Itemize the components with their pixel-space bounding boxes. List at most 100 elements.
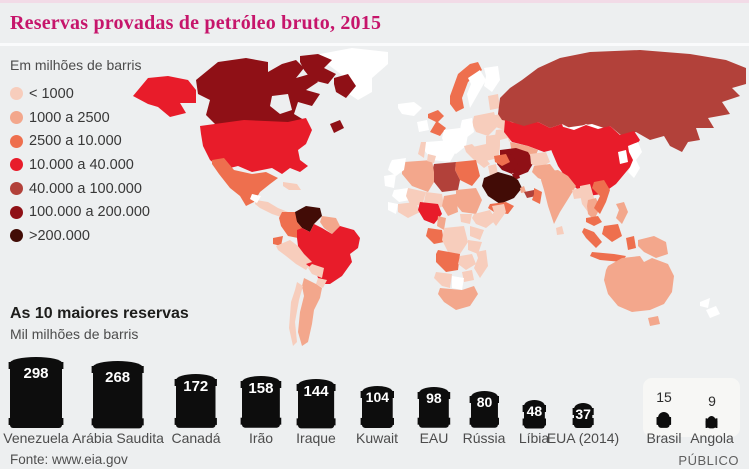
oil-barrel-eua-2014: 37 bbox=[572, 402, 594, 434]
legend-label: 100.000 a 200.000 bbox=[29, 204, 150, 221]
legend-label: < 1000 bbox=[29, 85, 74, 102]
country-romania bbox=[495, 128, 514, 144]
barrel-value: 172 bbox=[183, 378, 208, 395]
country-canada bbox=[196, 58, 320, 134]
legend-swatch bbox=[10, 229, 23, 243]
country-syria bbox=[494, 154, 510, 166]
country-canada-arctic-2 bbox=[334, 74, 356, 98]
barrel-value: 80 bbox=[476, 394, 492, 410]
highlight-box-brasil-angola bbox=[643, 378, 740, 437]
country-kazakhstan bbox=[504, 120, 566, 152]
country-germany bbox=[460, 118, 474, 138]
barrel-label: Kuwait bbox=[355, 430, 399, 446]
legend-heading: Em milhões de barris bbox=[10, 57, 142, 73]
country-algeria bbox=[402, 160, 434, 192]
barrel-label: Líbia bbox=[518, 430, 550, 446]
country-tasmania bbox=[648, 316, 660, 326]
barrel-value: 104 bbox=[365, 389, 389, 405]
country-finland bbox=[484, 66, 500, 92]
country-cuba bbox=[283, 182, 301, 190]
country-canada-arctic-1 bbox=[300, 54, 336, 84]
country-kenya bbox=[470, 226, 484, 240]
country-mexico bbox=[212, 158, 278, 206]
country-usa bbox=[200, 118, 312, 174]
country-france bbox=[442, 128, 468, 154]
country-south-africa bbox=[438, 286, 478, 310]
country-india bbox=[541, 170, 576, 224]
barrel-label: Arábia Saudita bbox=[72, 430, 164, 446]
country-paraguay bbox=[316, 278, 327, 288]
oil-barrel-eau: 98 bbox=[417, 386, 451, 434]
country-greenland bbox=[320, 48, 388, 100]
country-russia bbox=[498, 50, 746, 152]
oil-barrel-ar-bia-saudita: 268 bbox=[91, 360, 145, 434]
legend-swatch bbox=[10, 87, 23, 101]
country-qatar bbox=[520, 186, 526, 193]
oil-barrel-venezuela: 298 bbox=[8, 356, 64, 434]
legend-label: 40.000 a 100.000 bbox=[29, 180, 142, 197]
oil-barrel-iraque: 144 bbox=[296, 378, 336, 434]
country-canada-nfld bbox=[330, 120, 344, 133]
country-libya bbox=[432, 162, 460, 192]
country-borneo bbox=[602, 224, 622, 242]
country-south-sudan bbox=[460, 214, 472, 224]
country-oman bbox=[532, 188, 542, 204]
country-zimbabwe bbox=[462, 270, 474, 282]
country-sri-lanka bbox=[556, 226, 564, 235]
barrel-value: 298 bbox=[23, 365, 48, 382]
country-ethiopia bbox=[472, 210, 496, 228]
country-turkmenistan bbox=[510, 142, 538, 162]
legend-label: >200.000 bbox=[29, 227, 90, 244]
oil-barrel-r-ssia: 80 bbox=[469, 390, 500, 434]
country-philippines bbox=[616, 202, 628, 224]
country-nigeria bbox=[418, 202, 442, 224]
country-bolivia bbox=[308, 264, 324, 278]
country-afghanistan bbox=[530, 152, 550, 168]
country-iraq bbox=[497, 154, 518, 174]
oil-barrel-canad: 172 bbox=[174, 373, 218, 434]
country-ukraine bbox=[488, 112, 520, 132]
country-argentina bbox=[298, 278, 322, 346]
country-vietnam bbox=[592, 180, 610, 214]
country-mauritania bbox=[392, 188, 410, 202]
legend-items: < 1000 1000 a 2500 2500 a 10.000 10.000 a 4… bbox=[10, 82, 150, 248]
country-namibia bbox=[434, 272, 452, 288]
country-colombia bbox=[279, 212, 302, 238]
country-botswana bbox=[452, 276, 464, 290]
country-uk bbox=[428, 110, 446, 136]
country-central-america bbox=[255, 200, 288, 218]
country-western-sahara bbox=[384, 174, 396, 188]
country-new-zealand-s bbox=[706, 306, 720, 318]
country-guinea bbox=[388, 202, 398, 214]
legend-label: 10.000 a 40.000 bbox=[29, 156, 134, 173]
barrel-label: Venezuela bbox=[3, 430, 69, 446]
country-thailand bbox=[587, 198, 600, 220]
map-legend: Em milhões de barris < 1000 1000 a 2500 25… bbox=[10, 57, 150, 248]
country-bangladesh bbox=[572, 188, 582, 199]
country-turkey bbox=[468, 144, 502, 162]
country-sulawesi bbox=[626, 236, 636, 250]
country-yemen bbox=[488, 202, 514, 214]
country-brazil bbox=[297, 224, 360, 284]
oil-barrel-kuwait: 104 bbox=[360, 385, 395, 434]
country-dr-congo bbox=[442, 226, 468, 254]
barrel-label: Irão bbox=[248, 430, 274, 446]
country-china bbox=[548, 125, 640, 196]
country-chad bbox=[442, 194, 458, 216]
legend-item-2: 2500 a 10.000 bbox=[10, 129, 150, 153]
country-korea bbox=[618, 150, 628, 164]
legend-label: 1000 a 2500 bbox=[29, 109, 110, 126]
top-accent-line bbox=[0, 0, 749, 3]
country-angola bbox=[436, 250, 460, 272]
country-mongolia bbox=[564, 124, 610, 146]
country-morocco bbox=[388, 158, 406, 176]
country-west-africa bbox=[398, 202, 420, 218]
country-somalia bbox=[490, 204, 506, 226]
brand-publico: PÚBLICO bbox=[678, 453, 739, 468]
country-hudson-bay bbox=[270, 94, 292, 114]
country-ecuador bbox=[273, 236, 283, 246]
country-mozambique bbox=[474, 250, 488, 278]
country-gabon-congo bbox=[426, 228, 444, 244]
header-divider bbox=[0, 43, 749, 46]
